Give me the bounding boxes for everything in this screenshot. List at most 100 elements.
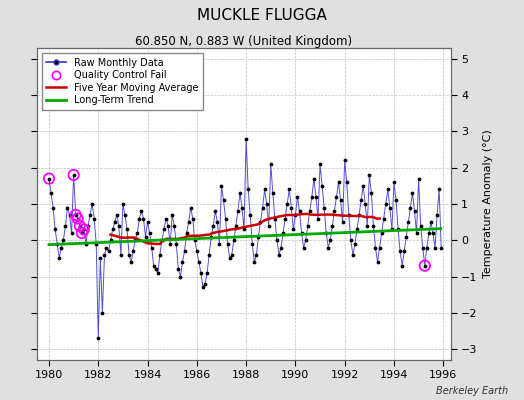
Point xyxy=(427,219,435,225)
Point xyxy=(318,183,326,189)
Point xyxy=(211,208,220,214)
Point xyxy=(392,197,400,204)
Point xyxy=(252,252,260,258)
Point xyxy=(431,244,439,251)
Point xyxy=(263,201,271,207)
Point xyxy=(98,310,106,316)
Point xyxy=(412,230,421,236)
Point xyxy=(394,226,402,232)
Point xyxy=(78,230,86,236)
Point xyxy=(232,222,240,229)
Point xyxy=(174,266,182,272)
Point xyxy=(189,215,197,222)
Point xyxy=(168,212,177,218)
Point xyxy=(180,248,189,254)
Point xyxy=(314,215,322,222)
Point xyxy=(90,215,99,222)
Point xyxy=(345,212,353,218)
Point xyxy=(108,226,117,232)
Point xyxy=(230,237,238,244)
Point xyxy=(45,176,53,182)
Point xyxy=(332,194,341,200)
Point xyxy=(195,259,203,265)
Point xyxy=(59,237,68,244)
Point xyxy=(213,219,222,225)
Point xyxy=(220,197,228,204)
Point xyxy=(127,259,135,265)
Point xyxy=(305,208,314,214)
Point xyxy=(205,252,213,258)
Point xyxy=(347,237,355,244)
Point xyxy=(281,215,289,222)
Point xyxy=(106,237,115,244)
Point xyxy=(414,176,423,182)
Point xyxy=(363,222,372,229)
Point xyxy=(73,215,82,222)
Point xyxy=(191,237,199,244)
Point xyxy=(203,270,211,276)
Point xyxy=(147,244,156,251)
Point xyxy=(117,252,125,258)
Point xyxy=(357,197,365,204)
Point xyxy=(343,179,351,186)
Point xyxy=(96,255,104,262)
Point xyxy=(70,172,78,178)
Point xyxy=(298,230,306,236)
Point xyxy=(400,248,408,254)
Point xyxy=(182,230,191,236)
Point xyxy=(223,241,232,247)
Point xyxy=(115,222,123,229)
Point xyxy=(248,241,256,247)
Point xyxy=(70,172,78,178)
Point xyxy=(154,270,162,276)
Point xyxy=(423,244,431,251)
Point xyxy=(421,262,429,269)
Point xyxy=(121,212,129,218)
Point xyxy=(410,208,419,214)
Point xyxy=(133,230,141,236)
Point xyxy=(164,222,172,229)
Point xyxy=(196,270,205,276)
Point xyxy=(53,241,61,247)
Point xyxy=(82,241,90,247)
Point xyxy=(326,237,334,244)
Point xyxy=(353,226,361,232)
Point xyxy=(84,222,92,229)
Point xyxy=(320,204,329,211)
Point xyxy=(285,186,293,193)
Point xyxy=(365,172,374,178)
Point xyxy=(215,241,224,247)
Point xyxy=(341,157,349,164)
Text: Berkeley Earth: Berkeley Earth xyxy=(436,386,508,396)
Point xyxy=(71,212,80,218)
Point xyxy=(283,201,291,207)
Point xyxy=(246,212,255,218)
Point xyxy=(256,219,265,225)
Point xyxy=(421,262,429,269)
Point xyxy=(272,237,281,244)
Point xyxy=(277,244,285,251)
Point xyxy=(187,204,195,211)
Point xyxy=(55,255,63,262)
Point xyxy=(373,259,381,265)
Point xyxy=(386,204,394,211)
Point xyxy=(217,183,226,189)
Point xyxy=(170,222,179,229)
Point xyxy=(359,183,367,189)
Point xyxy=(86,212,94,218)
Point xyxy=(267,161,275,167)
Point xyxy=(419,244,427,251)
Point xyxy=(240,226,248,232)
Point xyxy=(379,215,388,222)
Point xyxy=(193,248,201,254)
Point xyxy=(78,230,86,236)
Point xyxy=(242,136,250,142)
Point xyxy=(289,226,298,232)
Point xyxy=(144,219,152,225)
Point xyxy=(234,208,242,214)
Point xyxy=(367,190,376,196)
Point xyxy=(322,230,331,236)
Point xyxy=(47,190,55,196)
Point xyxy=(310,176,318,182)
Point xyxy=(162,215,170,222)
